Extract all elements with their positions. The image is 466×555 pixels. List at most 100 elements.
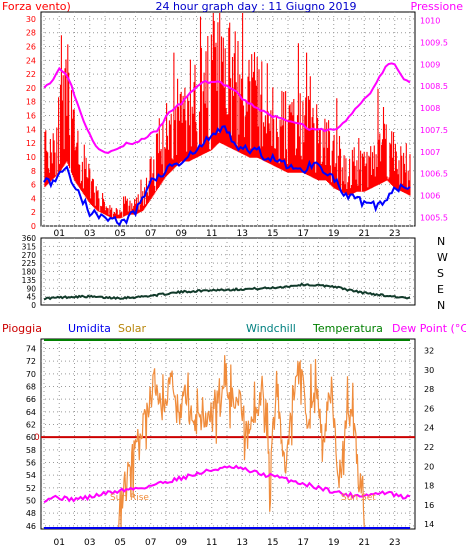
wind-direction-line [43,282,411,301]
x-tick-label: 07 [145,538,156,548]
wind-tick-label: 10 [26,153,36,162]
legend-solar: Solar [118,322,147,335]
legend-rain: Pioggia [2,322,42,335]
x-tick-label: 15 [267,229,278,239]
sun-set-label: Sun Set [341,493,376,503]
direction-tick-label: 45 [26,293,36,302]
pressure-tick-label: 1006.5 [420,170,448,179]
temperature-tick-label: 28 [424,385,434,394]
humidity-tick-label: 70 [26,370,36,379]
graph-title: 24 hour graph day : 11 Giugno 2019 [155,0,356,13]
wind-tick-label: 22 [26,70,36,79]
temperature-tick-label: 26 [424,404,434,413]
hour-axis-bottom: 01 03 05 07 09 11 13 15 17 19 21 23 [54,538,401,548]
legend: Pioggia Umidita Solar Windchill Temperatura D… [2,322,466,335]
x-tick-label: 05 [115,538,126,548]
x-tick-label: 03 [84,538,95,548]
x-tick-label: 11 [206,229,217,239]
legend-temperature: Temperatura [312,322,383,335]
wind-pressure-lines [43,13,411,227]
humidity-tick-label: 68 [26,383,36,392]
wind-tick-label: 8 [31,167,36,176]
x-tick-label: 13 [237,229,248,239]
temperature-tick-label: 30 [424,366,434,375]
wind-tick-label: 4 [31,194,36,203]
x-tick-label: 09 [176,229,188,239]
x-tick-label: 01 [54,538,65,548]
temperature-tick-label: 18 [424,482,434,491]
pressure-tick-label: 1009 [420,60,440,69]
x-tick-label: 21 [359,229,370,239]
humidity-tick-label: 72 [26,357,36,366]
x-tick-label: 13 [237,538,248,548]
temperature-axis: 14 16 18 20 22 24 26 28 30 32 [424,347,434,530]
x-tick-label: 15 [267,538,278,548]
temperature-tick-label: 14 [424,520,434,529]
compass-label: W [437,251,448,264]
pressure-tick-label: 1007.5 [420,126,448,135]
pressure-axis: 1005.5 1006 1006.5 1007 1007.5 1008 1008.5 1009… [420,17,448,223]
pressure-tick-label: 1008.5 [420,82,448,91]
humidity-tick-label: 50 [26,497,36,506]
x-tick-label: 03 [84,229,95,239]
humidity-tick-label: 60 [26,433,36,442]
temperature-tick-label: 16 [424,501,434,510]
wind-tick-label: 30 [26,15,36,24]
direction-tick-label: 180 [22,268,37,277]
direction-tick-label: 0 [31,301,36,310]
humidity-tick-label: 48 [26,509,36,518]
humidity-tick-label: 58 [26,446,36,455]
compass-label: S [437,267,444,280]
pressure-tick-label: 1007 [420,148,440,157]
rain-value-label: 0 [34,433,40,443]
compass-label: E [437,283,444,296]
wind-tick-label: 2 [31,208,36,217]
pressure-tick-label: 1008 [420,104,440,113]
temperature-tick-label: 20 [424,462,434,471]
temperature-tick-label: 32 [424,347,434,356]
x-tick-label: 19 [328,229,340,239]
wind-tick-label: 28 [26,29,36,38]
humidity-tick-label: 62 [26,421,36,430]
x-tick-label: 07 [145,229,156,239]
temperature-lines: 0 [34,339,415,529]
x-tick-label: 01 [54,229,65,239]
humidity-tick-label: 54 [26,471,36,480]
wind-direction-line [43,282,411,301]
humidity-tick-label: 46 [26,522,36,531]
wind-tick-label: 6 [31,181,36,190]
wind-axis-title: Forza vento) [2,0,71,13]
direction-tick-label: 315 [22,242,37,251]
x-tick-label: 19 [328,538,340,548]
pressure-tick-label: 1010 [420,17,440,26]
compass-label: N [437,235,445,248]
wind-average-line [43,125,411,227]
humidity-tick-label: 52 [26,484,36,493]
humidity-tick-label: 56 [26,459,36,468]
direction-tick-label: 270 [22,251,37,260]
wind-direction-panel [40,237,416,306]
direction-tick-label: 360 [22,234,37,243]
temperature-tick-label: 24 [424,424,434,433]
humidity-tick-label: 66 [26,395,36,404]
x-tick-label: 23 [389,229,400,239]
wind-speed-line [44,13,411,219]
humidity-tick-label: 64 [26,408,36,417]
wind-tick-label: 14 [26,125,36,134]
x-tick-label: 23 [389,538,400,548]
x-tick-label: 11 [206,538,217,548]
x-tick-label: 09 [176,538,188,548]
legend-dew-point: Dew Point (°C) [392,322,466,335]
wind-tick-label: 12 [26,139,36,148]
sun-rise-label: Sun Rise [110,493,149,503]
temperature-tick-label: 22 [424,443,434,452]
x-tick-label: 05 [115,229,126,239]
direction-tick-label: 225 [22,259,37,268]
compass-label: N [437,299,445,312]
hour-axis-top: 01 03 05 07 09 11 13 15 17 19 21 23 [54,229,401,239]
wind-tick-label: 26 [26,43,36,52]
x-tick-label: 17 [298,229,309,239]
direction-tick-label: 90 [26,284,36,293]
